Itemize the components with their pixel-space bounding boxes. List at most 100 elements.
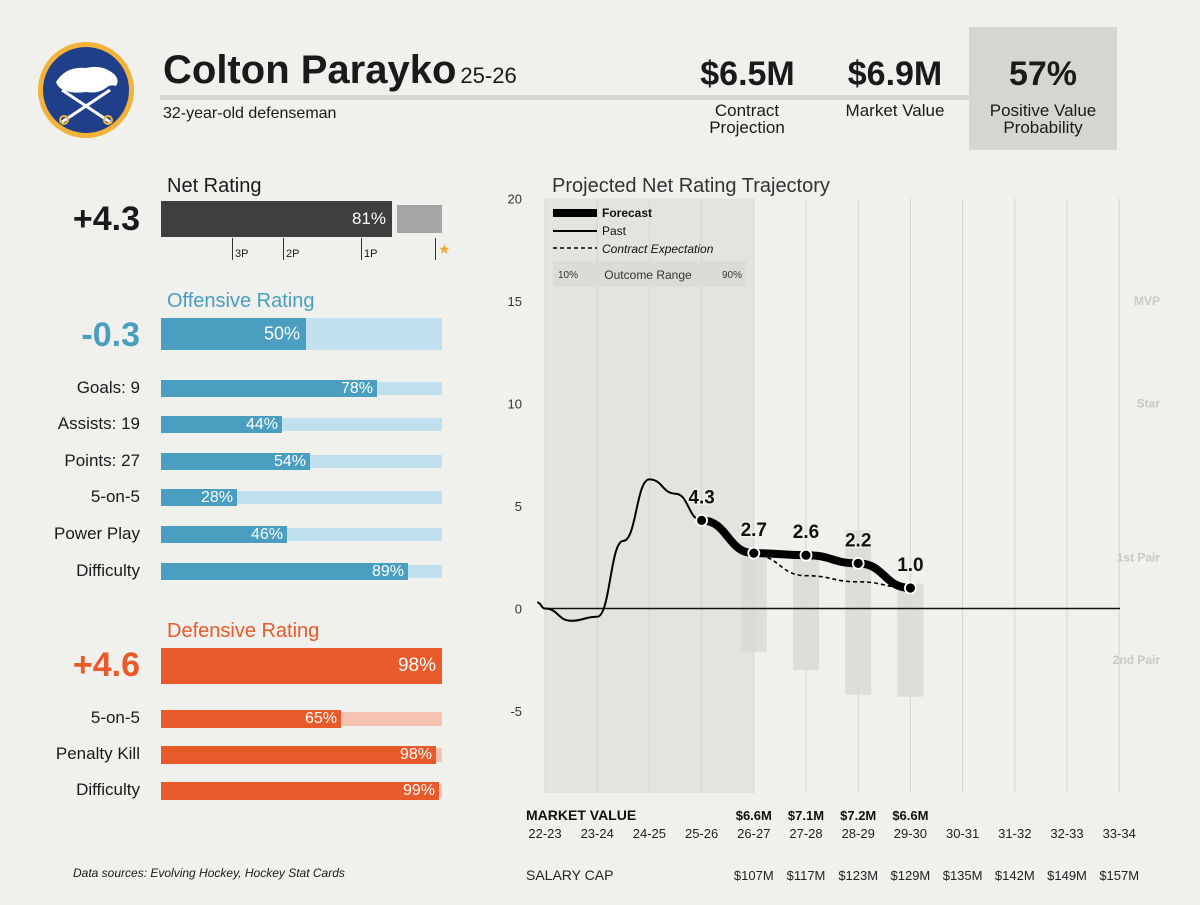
salary-cap-cell: $157M [1099,868,1139,883]
tick-1p: 1P [361,238,377,260]
offensive-row-label: 5-on-5 [90,487,140,506]
y-tick-label: 15 [508,294,522,309]
net-rating-bar-rest [397,205,442,233]
offensive-row-pct: 89% [371,562,404,580]
tier-label: 2nd Pair [1113,653,1161,667]
past-series-line [536,478,702,622]
kpi-contract-projection: $6.5M Contract Projection [680,55,815,136]
offensive-row-bar: 46% [161,526,442,543]
defensive-row-pct: 65% [304,710,337,727]
offensive-row-label: Difficulty [76,561,140,580]
legend-forecast-label: Forecast [602,206,652,220]
legend-range-swatch [553,261,746,287]
offensive-row-bar-fill [161,380,377,397]
forecast-data-label: 4.3 [688,487,714,508]
player-name: Colton Parayko 25-26 [163,48,517,92]
outcome-range-bar [897,583,924,697]
legend-range-high: 90% [722,270,742,281]
market-value-cell: $7.1M [788,808,824,823]
x-tick-label: 30-31 [946,826,979,841]
offensive-row-bar: 28% [161,489,442,506]
legend-contract-label: Contract Expectation [602,242,714,256]
defensive-bar-fill [161,648,442,684]
legend-forecast-swatch [553,209,597,217]
forecast-data-label: 2.2 [845,530,871,551]
offensive-row-pct: 78% [340,379,373,397]
offensive-row-bar-fill [161,453,310,470]
x-tick-label: 26-27 [737,826,770,841]
defensive-pct: 98% [397,655,436,676]
contract-expectation-line [753,554,911,589]
tick-3p: 3P [232,238,248,260]
forecast-point [747,546,761,560]
legend-range-label: Outcome Range [604,268,692,282]
offensive-rating-title: Offensive Rating [167,290,315,312]
outcome-range-bar [793,551,819,670]
offensive-rating-bar: 50% [161,318,442,350]
y-tick-label: -5 [510,704,522,719]
offensive-row-pct: 44% [245,415,278,433]
offensive-row-bar: 89% [161,563,442,580]
offensive-pct: 50% [263,323,300,344]
offensive-row-bar: 44% [161,416,442,433]
y-tick-label: 20 [508,192,522,207]
data-sources: Data sources: Evolving Hockey, Hockey St… [73,866,345,880]
forecast-data-label: 1.0 [897,555,923,576]
defensive-row-label: Difficulty [76,780,140,799]
market-value-label: Market Value [845,101,945,120]
x-tick-label: 22-23 [528,826,561,841]
defensive-row-bar: 98% [161,746,442,764]
offensive-rating-value: -0.3 [81,316,140,354]
chart-title: Projected Net Rating Trajectory [552,175,830,197]
offensive-row-label: Goals: 9 [76,378,140,397]
x-tick-label: 27-28 [789,826,822,841]
tick-2p: 2P [283,238,299,260]
team-logo [36,40,136,140]
offensive-bar-fill [161,318,306,350]
player-description: 32-year-old defenseman [163,105,337,122]
net-rating-pct: 81% [351,209,386,228]
offensive-row-bar-fill [161,526,287,543]
kpi-positive-value-probability: 57% Positive Value Probability [969,55,1117,136]
offensive-row-bar: 54% [161,453,442,470]
tier-label: MVP [1134,294,1160,308]
legend-past-label: Past [602,224,627,238]
contract-projection-label: Contract Projection [709,101,785,137]
tier-label: 1st Pair [1117,550,1161,564]
x-tick-label: 25-26 [685,826,718,841]
net-rating-value: +4.3 [72,200,140,238]
positive-value-probability-value: 57% [1008,55,1078,93]
x-tick-label: 24-25 [633,826,666,841]
outcome-range-bar [740,557,767,652]
salary-cap-cell: $123M [838,868,878,883]
y-tick-label: 10 [508,397,522,412]
forecast-point [904,581,917,595]
defensive-row-bar-fill [161,782,439,800]
defensive-row-bar: 65% [161,710,442,728]
y-tick-label: 0 [515,602,522,617]
positive-value-probability-label: Positive Value Probability [989,101,1097,137]
defensive-row-label: 5-on-5 [90,708,140,727]
salary-cap-cell: $129M [891,868,931,883]
forecast-point [851,557,865,570]
tier-label: Star [1137,397,1161,411]
kpi-market-value: $6.9M Market Value [826,55,964,119]
x-tick-label: 32-33 [1050,826,1083,841]
forecast-data-label: 2.7 [741,520,767,541]
offensive-row-label: Power Play [54,524,140,543]
salary-cap-cell: $135M [943,868,983,883]
x-tick-label: 31-32 [998,826,1031,841]
x-tick-label: 23-24 [581,826,614,841]
legend-range-low: 10% [558,270,578,281]
salary-cap-row-label: SALARY CAP [526,867,613,883]
defensive-rating-value: +4.6 [72,646,140,684]
salary-cap-cell: $117M [787,868,826,883]
defensive-row-bar-fill [161,710,341,728]
offensive-row-label: Points: 27 [64,451,140,470]
x-tick-label: 28-29 [842,826,875,841]
offensive-row-pct: 46% [250,525,283,543]
offensive-row-bar: 78% [161,380,442,397]
outcome-range-bar [845,530,872,695]
offensive-row-bar-fill [161,416,282,433]
